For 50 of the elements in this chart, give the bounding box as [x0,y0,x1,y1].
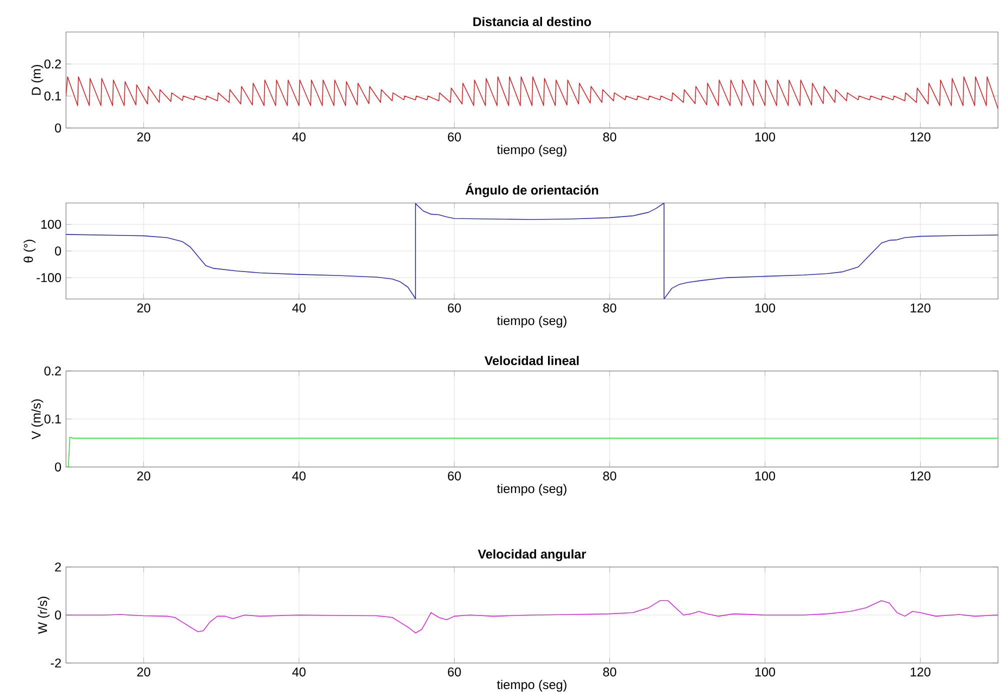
y-axis-title: D (m) [31,65,44,95]
y-tick-label: 0.1 [44,414,61,424]
line-series [66,76,998,110]
y-tick-label: 100 [41,220,62,229]
x-tick-label: 40 [292,472,306,481]
x-tick-label: 60 [448,132,461,142]
x-tick-label: 80 [603,668,616,677]
x-tick-label: 60 [448,472,461,481]
chart-title: Velocidad angular [478,549,586,562]
x-tick-label: 40 [292,304,306,313]
y-tick-label: 0.2 [44,366,61,376]
y-axis-title: θ (°) [24,240,36,262]
y-axis-title: V (m/s) [31,399,44,440]
y-axis-title: W (r/s) [38,596,50,634]
chart-title: Distancia al destino [473,16,591,26]
y-tick-label: 0.1 [44,92,61,101]
x-tick-label: 120 [910,132,930,142]
x-tick-label: 100 [755,132,776,142]
chart-title: Velocidad lineal [484,356,579,366]
x-axis-title: tiempo (seg) [496,144,566,157]
y-tick-label: -100 [36,273,62,282]
x-tick-label: 20 [137,668,150,677]
y-tick-label: 0.2 [44,60,61,69]
chart-title: Ángulo de orientación [465,183,598,198]
x-tick-label: 20 [137,304,150,313]
y-tick-label: 0 [54,462,62,472]
y-tick-label: 0 [54,246,62,256]
x-tick-label: 100 [755,472,776,481]
x-tick-label: 80 [603,304,616,313]
y-tick-label: 2 [55,562,61,572]
x-tick-label: 40 [292,668,306,677]
x-tick-label: 80 [603,472,616,481]
y-tick-label: -2 [50,658,61,668]
line-series [66,600,998,634]
x-tick-label: 40 [292,132,306,142]
y-tick-label: 0 [54,124,62,133]
x-tick-label: 80 [603,132,616,142]
x-tick-label: 60 [448,668,461,677]
x-tick-label: 20 [137,132,150,142]
y-tick-label: 0 [54,610,62,620]
x-tick-label: 100 [755,304,776,313]
x-tick-label: 100 [755,668,776,677]
x-tick-label: 120 [910,472,930,481]
x-tick-label: 120 [910,304,930,313]
x-tick-label: 60 [448,304,461,313]
x-tick-label: 20 [137,472,150,481]
x-axis-title: tiempo (seg) [496,680,566,692]
x-tick-label: 120 [910,668,930,677]
x-axis-title: tiempo (seg) [496,484,566,496]
x-axis-title: tiempo (seg) [496,316,566,328]
